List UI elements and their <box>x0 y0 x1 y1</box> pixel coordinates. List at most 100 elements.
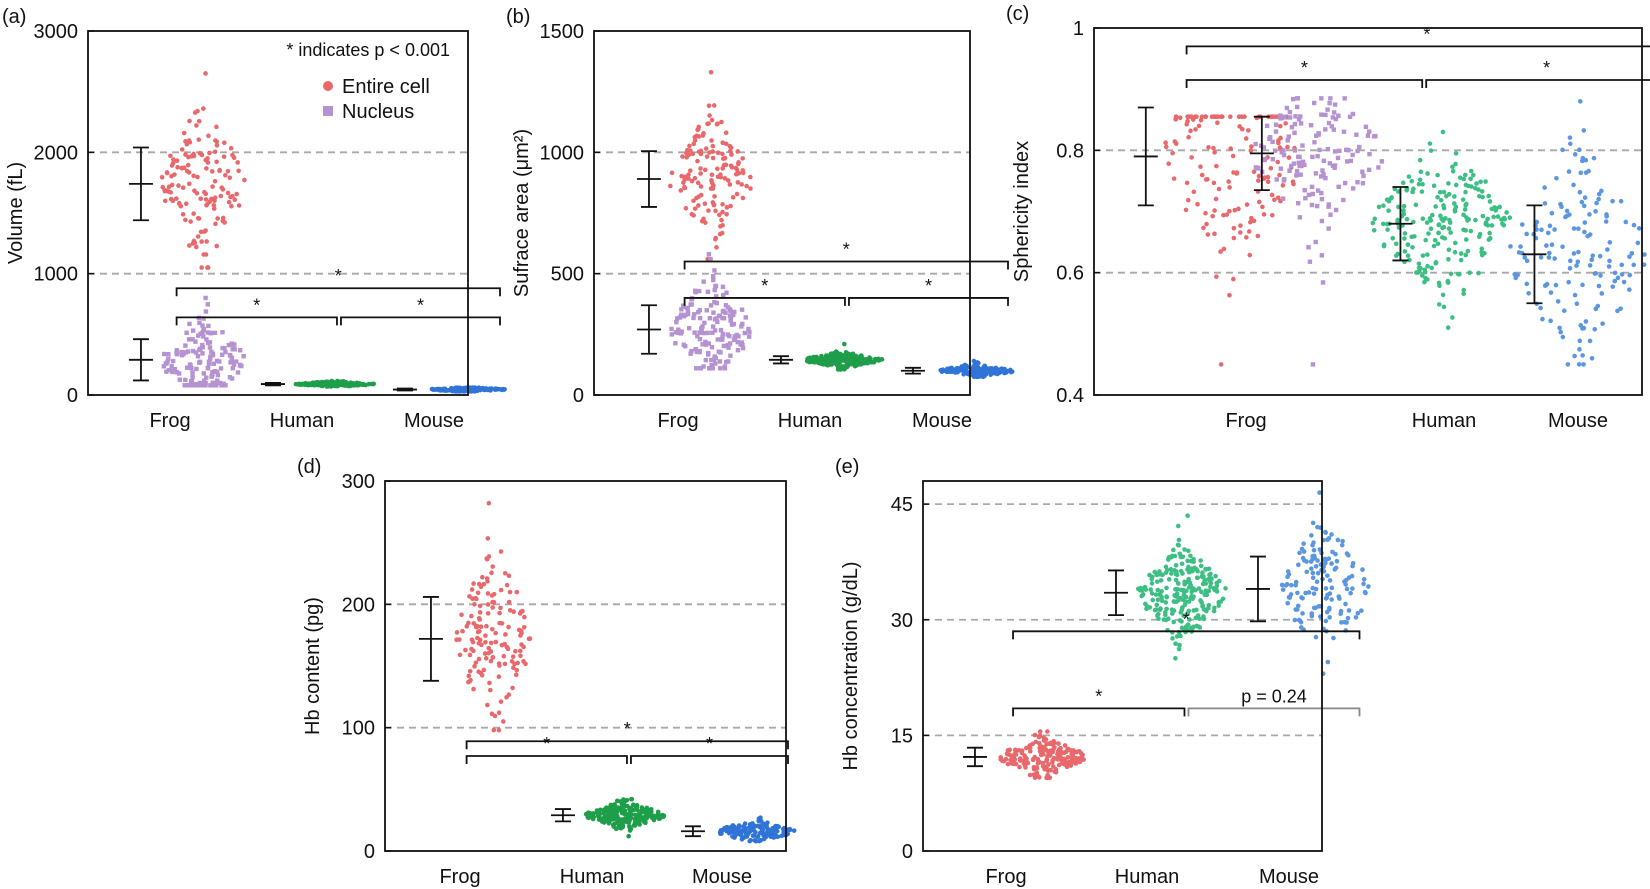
data-point <box>209 349 214 355</box>
data-point <box>674 316 680 321</box>
data-point <box>1417 157 1423 163</box>
data-point <box>710 324 716 329</box>
data-point <box>1344 586 1350 592</box>
data-point <box>484 623 489 629</box>
data-point <box>214 139 220 145</box>
data-point <box>504 644 510 650</box>
data-point <box>1401 211 1407 217</box>
data-point <box>590 811 596 816</box>
x-tick-label: Frog <box>439 866 480 888</box>
data-point <box>697 330 703 335</box>
x-tick-label: Frog <box>985 866 1026 888</box>
data-point <box>223 349 228 355</box>
data-point <box>1441 203 1446 208</box>
data-point <box>1315 558 1320 563</box>
data-point <box>720 202 725 207</box>
data-point <box>1431 243 1437 249</box>
data-point <box>1279 150 1285 155</box>
data-point <box>1461 291 1466 297</box>
data-point <box>648 807 653 813</box>
data-point <box>1581 362 1586 367</box>
data-point <box>709 180 715 186</box>
data-point <box>1287 168 1292 173</box>
bracket-line <box>1012 630 1361 640</box>
data-point <box>1596 283 1602 289</box>
y-tick-label: 1500 <box>540 21 585 43</box>
data-point <box>1193 114 1198 119</box>
data-point <box>162 198 168 204</box>
data-point <box>504 694 509 700</box>
data-point <box>1432 237 1438 243</box>
data-point <box>1170 150 1175 156</box>
data-point <box>1357 144 1362 150</box>
data-point <box>200 323 205 328</box>
data-point <box>636 821 642 826</box>
data-point <box>1327 100 1332 106</box>
data-point <box>1076 756 1082 761</box>
data-point <box>955 369 960 375</box>
data-point <box>1298 172 1303 177</box>
data-point <box>488 388 493 393</box>
data-point <box>780 826 786 832</box>
data-point <box>1262 175 1267 180</box>
y-tick-label: 500 <box>551 264 584 286</box>
data-point <box>314 380 320 386</box>
data-point <box>483 656 489 661</box>
data-point <box>1202 579 1207 584</box>
data-point <box>1319 218 1325 224</box>
significance-bracket: * <box>683 276 846 306</box>
data-point <box>743 833 748 839</box>
data-point <box>460 628 465 634</box>
data-point <box>343 380 349 385</box>
data-point <box>1457 271 1462 277</box>
data-point <box>1326 202 1331 207</box>
data-point <box>716 349 722 354</box>
data-point <box>1545 230 1551 236</box>
data-point <box>1175 586 1180 592</box>
data-point <box>180 185 186 190</box>
data-point <box>1447 217 1452 223</box>
data-point <box>1188 625 1194 631</box>
data-point <box>1237 230 1243 235</box>
data-point <box>490 564 496 569</box>
data-point <box>229 341 234 346</box>
data-point <box>1207 572 1212 578</box>
data-point <box>719 337 725 342</box>
data-point <box>1193 615 1199 621</box>
data-point <box>736 823 742 829</box>
data-point <box>1336 184 1341 189</box>
data-point <box>1343 601 1348 607</box>
data-point <box>1549 242 1555 247</box>
data-point <box>1436 222 1442 228</box>
data-point <box>712 268 717 273</box>
legend-marker <box>323 106 333 116</box>
data-point <box>1036 759 1041 765</box>
data-point <box>824 355 829 361</box>
y-tick-label: 0 <box>67 385 78 407</box>
data-point <box>1319 112 1324 117</box>
data-point <box>1012 747 1018 753</box>
data-point <box>1173 571 1179 577</box>
data-point <box>1212 605 1217 611</box>
data-point <box>1183 207 1189 213</box>
data-point <box>1288 582 1294 588</box>
data-point <box>1325 573 1330 578</box>
y-tick-label: 1 <box>1073 18 1084 40</box>
data-point <box>437 386 442 392</box>
data-point <box>1188 553 1193 559</box>
data-point <box>1420 253 1426 258</box>
data-point <box>163 361 169 366</box>
data-point <box>1546 255 1552 260</box>
data-point <box>1173 577 1179 583</box>
data-point <box>496 727 502 733</box>
data-point <box>1552 227 1557 232</box>
data-point <box>235 370 241 375</box>
data-point <box>974 374 980 380</box>
data-point <box>504 582 510 588</box>
data-point <box>1269 192 1275 198</box>
data-point <box>1009 369 1015 374</box>
data-point <box>678 312 684 317</box>
data-point <box>682 174 688 180</box>
data-point <box>706 341 711 346</box>
data-point <box>1372 216 1378 222</box>
